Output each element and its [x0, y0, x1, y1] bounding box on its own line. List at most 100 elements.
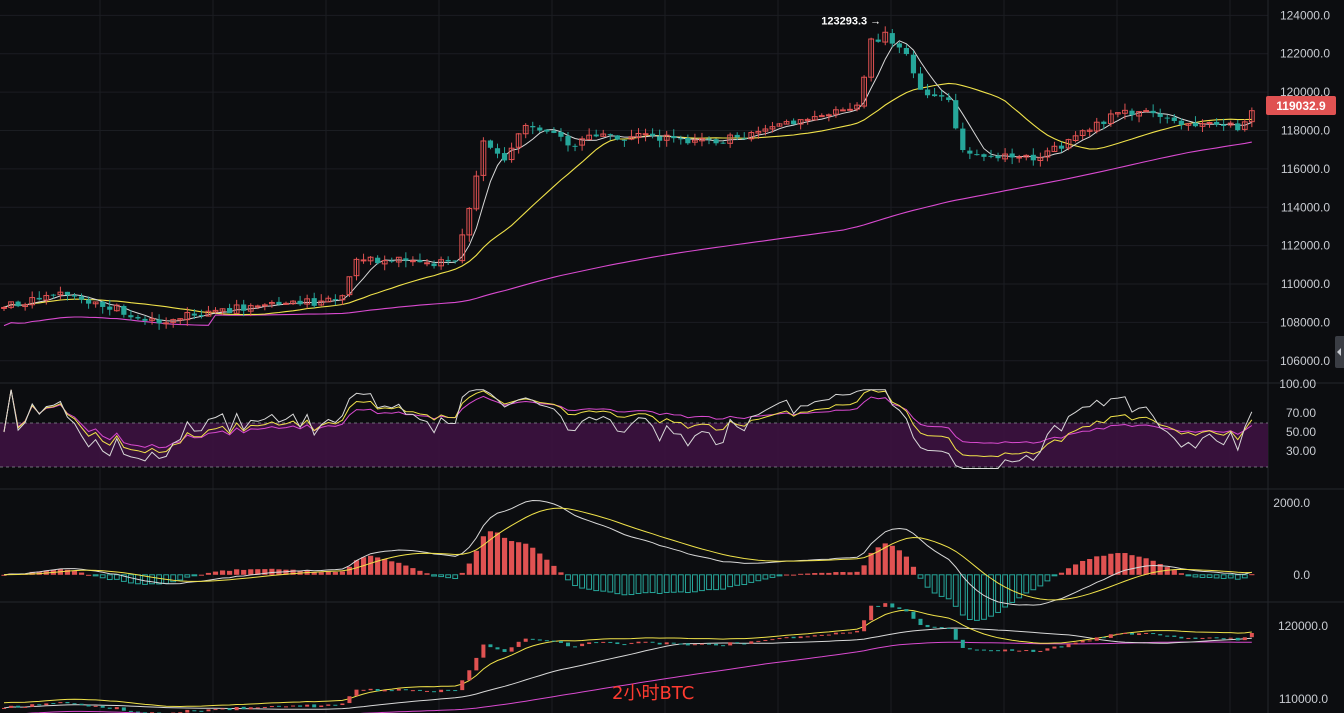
candle-body [381, 260, 388, 265]
macd-bar [1164, 567, 1170, 575]
macd-bar [128, 574, 134, 584]
candle [593, 129, 599, 138]
candle [417, 253, 423, 263]
candle [424, 259, 430, 267]
macd-bar [945, 574, 952, 600]
lower-mini-candle [340, 703, 345, 706]
macd-bar [938, 574, 945, 597]
macd-bar [212, 571, 219, 575]
candle [438, 256, 445, 270]
candle [1002, 148, 1009, 163]
rsi-band [0, 423, 1268, 467]
candle-body [375, 257, 381, 264]
candle [297, 295, 303, 306]
candle [706, 136, 712, 145]
candle [875, 33, 881, 43]
candle [395, 256, 402, 268]
candle-body [50, 294, 56, 296]
lower-mini-candle [86, 704, 91, 707]
candle-body [311, 298, 317, 306]
candle-body [896, 43, 902, 48]
candle-body [741, 138, 747, 140]
rsi-pane[interactable]: 100.00 70.00 50.00 30.00 [0, 377, 1316, 469]
candle [501, 147, 508, 163]
candle-body [1115, 112, 1121, 115]
lower-mini-candle [939, 627, 944, 629]
macd-bar [1178, 573, 1184, 575]
candle [191, 309, 197, 320]
lower-mini-candle [467, 670, 472, 681]
lower-mini-candle [1101, 637, 1106, 639]
candle [353, 257, 360, 281]
candle-body [1002, 153, 1009, 160]
candle [170, 318, 177, 328]
candle-body [184, 312, 191, 321]
candle-body [727, 134, 734, 144]
candle-body [932, 94, 938, 97]
candle-body [960, 128, 966, 151]
candle [107, 299, 113, 316]
lower-mini-candle [742, 643, 747, 645]
macd-bar [593, 574, 600, 592]
price-pane[interactable]: 124000.0 122000.0 120000.0 118000.0 116000.0… [1, 8, 1336, 368]
macd-bar [931, 574, 938, 594]
candle [410, 256, 416, 266]
macd-bar [1199, 574, 1206, 578]
candle-body [191, 313, 197, 316]
candle-body [706, 138, 712, 140]
lower-mini-candle [368, 688, 373, 691]
lower-mini-candle [23, 706, 28, 708]
lower-mini-candle [876, 605, 881, 607]
macd-bar [459, 572, 465, 575]
lower-mini-candle [30, 704, 35, 707]
candle [1086, 127, 1093, 137]
candle-body [713, 139, 719, 144]
lower-mini-candle [1158, 634, 1163, 636]
lower-mini-candle [114, 707, 119, 710]
candle [71, 293, 78, 300]
candle-body [177, 318, 184, 321]
lower-mini-candle [671, 642, 676, 644]
candle-body [1235, 123, 1241, 131]
candle [607, 133, 613, 141]
lower-mini-candle [495, 647, 500, 650]
lower-mini-candle [1186, 637, 1191, 639]
candle [903, 44, 909, 56]
candle-body [642, 133, 649, 136]
lower-mini-candle [904, 609, 909, 612]
lower-mini-candle [756, 640, 761, 642]
macd-bar [812, 573, 818, 575]
candle-body [614, 135, 620, 140]
macd-bar [1065, 568, 1072, 575]
macd-bar [656, 574, 663, 594]
candle [1101, 120, 1107, 129]
candle-body [431, 263, 437, 267]
ma-slow-polyline [3, 141, 1252, 327]
macd-bar [903, 556, 909, 575]
price-tick-label: 108000.0 [1280, 315, 1330, 329]
candle [889, 29, 895, 48]
macd-bar [995, 574, 1001, 613]
timeframe-watermark: 2小时BTC [612, 683, 694, 704]
candle [614, 135, 620, 141]
lower-mini-candle [869, 605, 874, 621]
macd-bar [924, 574, 931, 588]
candle-body [205, 310, 212, 317]
candle-body [1185, 123, 1192, 126]
panel-collapse-handle[interactable] [1335, 336, 1344, 368]
macd-pane[interactable]: 2000.0 0.0 [1, 496, 1310, 621]
macd-bar [403, 565, 409, 575]
lower-mini-candle [967, 648, 972, 650]
candle-body [466, 208, 473, 236]
lower-pane[interactable]: 120000.0 110000.0 2小时BTC [2, 603, 1328, 713]
candle-body [1122, 109, 1128, 114]
candle-body [678, 138, 684, 140]
macd-bar [1, 574, 7, 576]
macd-bar [389, 561, 395, 575]
macd-bar [1249, 574, 1255, 576]
lower-mini-candle [446, 689, 451, 691]
macd-bar [974, 574, 980, 621]
macd-bar [318, 572, 324, 575]
candle [1143, 107, 1149, 113]
